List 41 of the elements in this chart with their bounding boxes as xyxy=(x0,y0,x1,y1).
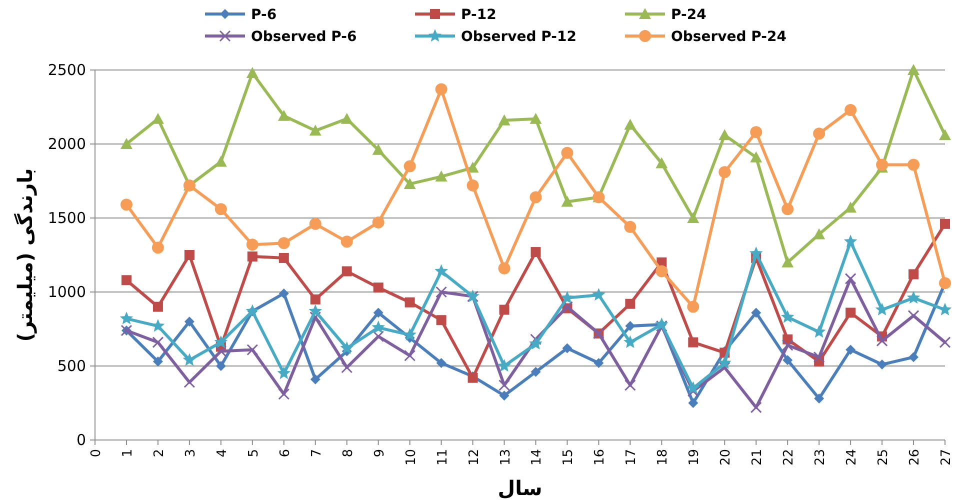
legend-label: Observed P-12 xyxy=(461,29,576,45)
x-tick-label: 6 xyxy=(278,449,293,458)
legend-label: P-6 xyxy=(251,7,277,23)
y-axis-title: بارندگی (میلیمتر) xyxy=(13,168,37,342)
y-tick-label: 1500 xyxy=(48,209,86,227)
x-tick-label: 25 xyxy=(876,449,892,466)
legend-label: P-12 xyxy=(461,7,496,23)
y-tick-label: 2500 xyxy=(48,61,86,79)
legend-label: Observed P-6 xyxy=(251,29,357,45)
x-tick-label: 14 xyxy=(530,449,545,466)
x-tick-label: 27 xyxy=(939,449,954,466)
x-tick-label: 3 xyxy=(183,449,198,458)
x-tick-label: 1 xyxy=(120,449,136,458)
x-tick-label: 11 xyxy=(435,449,450,466)
x-tick-label: 18 xyxy=(656,449,671,466)
x-tick-label: 0 xyxy=(89,449,104,458)
x-tick-label: 20 xyxy=(718,449,734,466)
x-tick-label: 16 xyxy=(592,449,608,466)
x-tick-label: 24 xyxy=(844,449,860,466)
x-axis-title: سال xyxy=(498,476,542,500)
x-tick-label: 8 xyxy=(340,449,356,458)
legend-label: P-24 xyxy=(671,7,707,23)
x-tick-label: 13 xyxy=(498,449,514,466)
x-tick-label: 2 xyxy=(152,449,167,458)
x-tick-label: 12 xyxy=(466,449,482,466)
x-tick-label: 5 xyxy=(246,449,262,458)
y-tick-label: 1000 xyxy=(48,283,86,301)
x-tick-label: 21 xyxy=(750,449,766,466)
x-tick-label: 15 xyxy=(561,449,576,466)
y-tick-label: 500 xyxy=(57,357,86,375)
x-tick-label: 19 xyxy=(687,449,702,466)
x-tick-label: 23 xyxy=(813,449,828,466)
x-tick-label: 17 xyxy=(624,449,640,466)
x-tick-label: 7 xyxy=(309,449,324,458)
x-tick-label: 4 xyxy=(214,449,230,458)
legend-label: Observed P-24 xyxy=(671,29,787,45)
y-tick-label: 2000 xyxy=(48,135,86,153)
x-tick-label: 22 xyxy=(782,449,797,466)
x-tick-label: 26 xyxy=(908,449,923,466)
x-tick-label: 10 xyxy=(404,449,419,466)
x-tick-label: 9 xyxy=(372,449,388,458)
